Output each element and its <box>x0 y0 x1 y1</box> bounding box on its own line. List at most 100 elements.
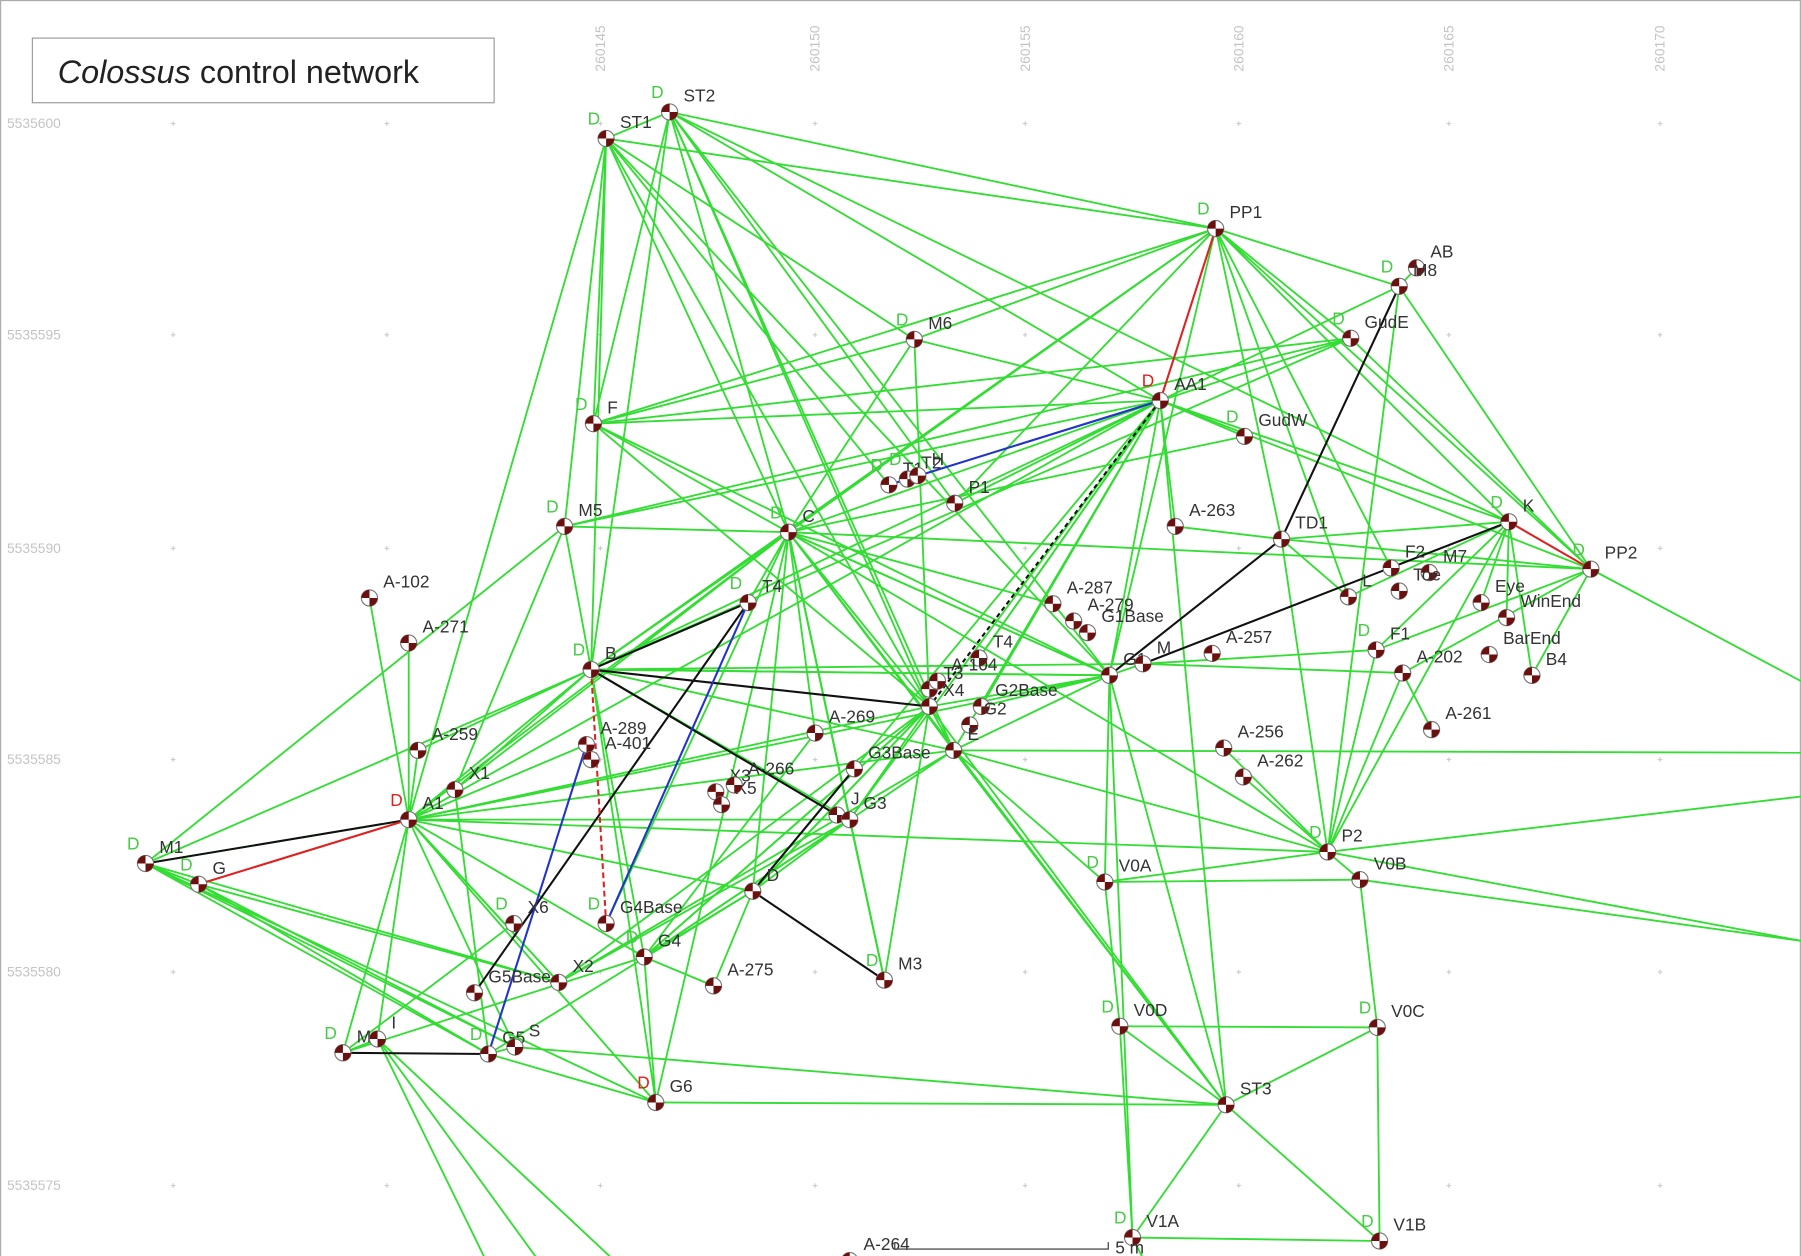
station-marker-quadrant <box>400 811 417 828</box>
observation-line <box>593 399 1161 425</box>
station: WinEnd <box>1497 591 1581 627</box>
station: A-256 <box>1215 722 1284 757</box>
observation-line <box>1507 521 1533 676</box>
station: G4Base D <box>588 894 682 933</box>
grid-cross <box>1446 332 1452 338</box>
observation-line <box>198 883 560 984</box>
station-marker-quadrant <box>556 518 573 535</box>
station-marker-quadrant <box>1079 624 1096 641</box>
grid-cross <box>1657 546 1663 551</box>
scale-bar-line <box>894 1242 1109 1250</box>
observation-line <box>913 339 931 707</box>
station-marker-quadrant <box>961 716 978 734</box>
station-flag: D <box>324 1023 337 1043</box>
grid-cross <box>1657 757 1663 762</box>
observation-line <box>712 890 754 987</box>
observation-line <box>342 819 410 1054</box>
observation-line <box>605 138 931 707</box>
station-marker-quadrant <box>505 915 522 932</box>
observation-line <box>592 422 930 708</box>
y-axis-label: 5535585 <box>7 751 61 767</box>
station-marker-quadrant <box>550 974 567 991</box>
station-flag: D <box>1358 620 1370 640</box>
grid-cross <box>1022 969 1028 975</box>
observation-line <box>453 789 490 1055</box>
station: V0C D <box>1359 998 1425 1037</box>
grid-cross <box>1022 546 1028 551</box>
station: A-279 <box>1065 595 1134 630</box>
observation-line <box>914 227 1216 341</box>
station: H <box>909 449 944 485</box>
station: G4 D <box>626 927 682 966</box>
station: A-401 <box>582 733 651 769</box>
station: V0D D <box>1101 996 1167 1035</box>
station-label: G2 <box>984 699 1007 719</box>
station-marker-quadrant <box>636 948 653 966</box>
observation-line <box>669 111 1216 230</box>
observation-line <box>1280 538 1350 598</box>
observation-line <box>605 531 790 924</box>
observation-line <box>590 669 646 958</box>
observation-line <box>376 1038 537 1256</box>
x-axis-label: 260170 <box>1652 25 1668 71</box>
station-label: G3Base <box>868 742 931 762</box>
station-marker-quadrant <box>334 1044 351 1061</box>
observation-line <box>408 743 587 821</box>
observation-line <box>376 819 410 1040</box>
station-marker-quadrant <box>713 796 730 813</box>
station-marker-quadrant <box>1368 641 1385 659</box>
station-label: A-256 <box>1238 722 1284 742</box>
station-marker-quadrant <box>1582 561 1599 578</box>
observation-line <box>1159 400 1177 527</box>
grid-cross <box>384 332 390 338</box>
station: I <box>368 1013 396 1048</box>
observation-line <box>1118 1026 1134 1238</box>
station-marker-quadrant <box>1124 1229 1141 1246</box>
observation-line <box>558 749 955 984</box>
station-label: V1B <box>1393 1215 1426 1235</box>
observation-line <box>1215 227 1400 288</box>
observation-line <box>1214 228 1392 569</box>
observation-line <box>1225 1026 1378 1106</box>
y-axis-label: 5535600 <box>7 115 61 131</box>
station-marker-quadrant <box>1215 739 1232 757</box>
observation-line <box>407 750 419 820</box>
station-marker-quadrant <box>1371 1232 1388 1250</box>
station-flag: D <box>770 502 783 522</box>
station: AB <box>1407 241 1453 277</box>
observation-line <box>605 138 790 533</box>
observation-line <box>980 400 1162 707</box>
station-marker-quadrant <box>806 724 824 742</box>
station-marker-quadrant <box>1383 559 1400 577</box>
observation-line <box>1104 851 1328 883</box>
station-marker-quadrant <box>1500 513 1517 530</box>
observation-line <box>408 674 1110 821</box>
observation-line <box>1531 568 1592 676</box>
observation-line <box>1223 747 1329 853</box>
station-flag: D <box>889 449 902 469</box>
observation-line <box>787 338 916 533</box>
station-label: A-266 <box>748 759 794 779</box>
station-label: GudW <box>1258 410 1308 430</box>
station: M8 D <box>1381 256 1437 295</box>
station: F1 D <box>1358 620 1410 659</box>
observation-line <box>591 662 1143 671</box>
observation-line <box>605 137 1216 230</box>
grid-cross <box>170 969 176 975</box>
observation-line <box>751 768 856 892</box>
grid-cross <box>812 969 818 975</box>
station-marker-quadrant <box>899 471 916 488</box>
station-label: M <box>1157 637 1171 657</box>
observation-line <box>407 138 608 820</box>
station-label: A-102 <box>383 572 429 592</box>
station: A-262 <box>1234 751 1303 786</box>
station-label: E <box>967 724 979 744</box>
grid-cross <box>1022 332 1028 338</box>
station-marker-quadrant <box>1473 594 1490 611</box>
station-label: A-269 <box>829 707 875 727</box>
station-label: A-104 <box>951 655 998 675</box>
observation-line <box>1214 228 1283 540</box>
station-marker-quadrant <box>841 811 858 828</box>
station: A-266 <box>725 759 794 794</box>
station: PP2 D <box>1572 539 1637 578</box>
